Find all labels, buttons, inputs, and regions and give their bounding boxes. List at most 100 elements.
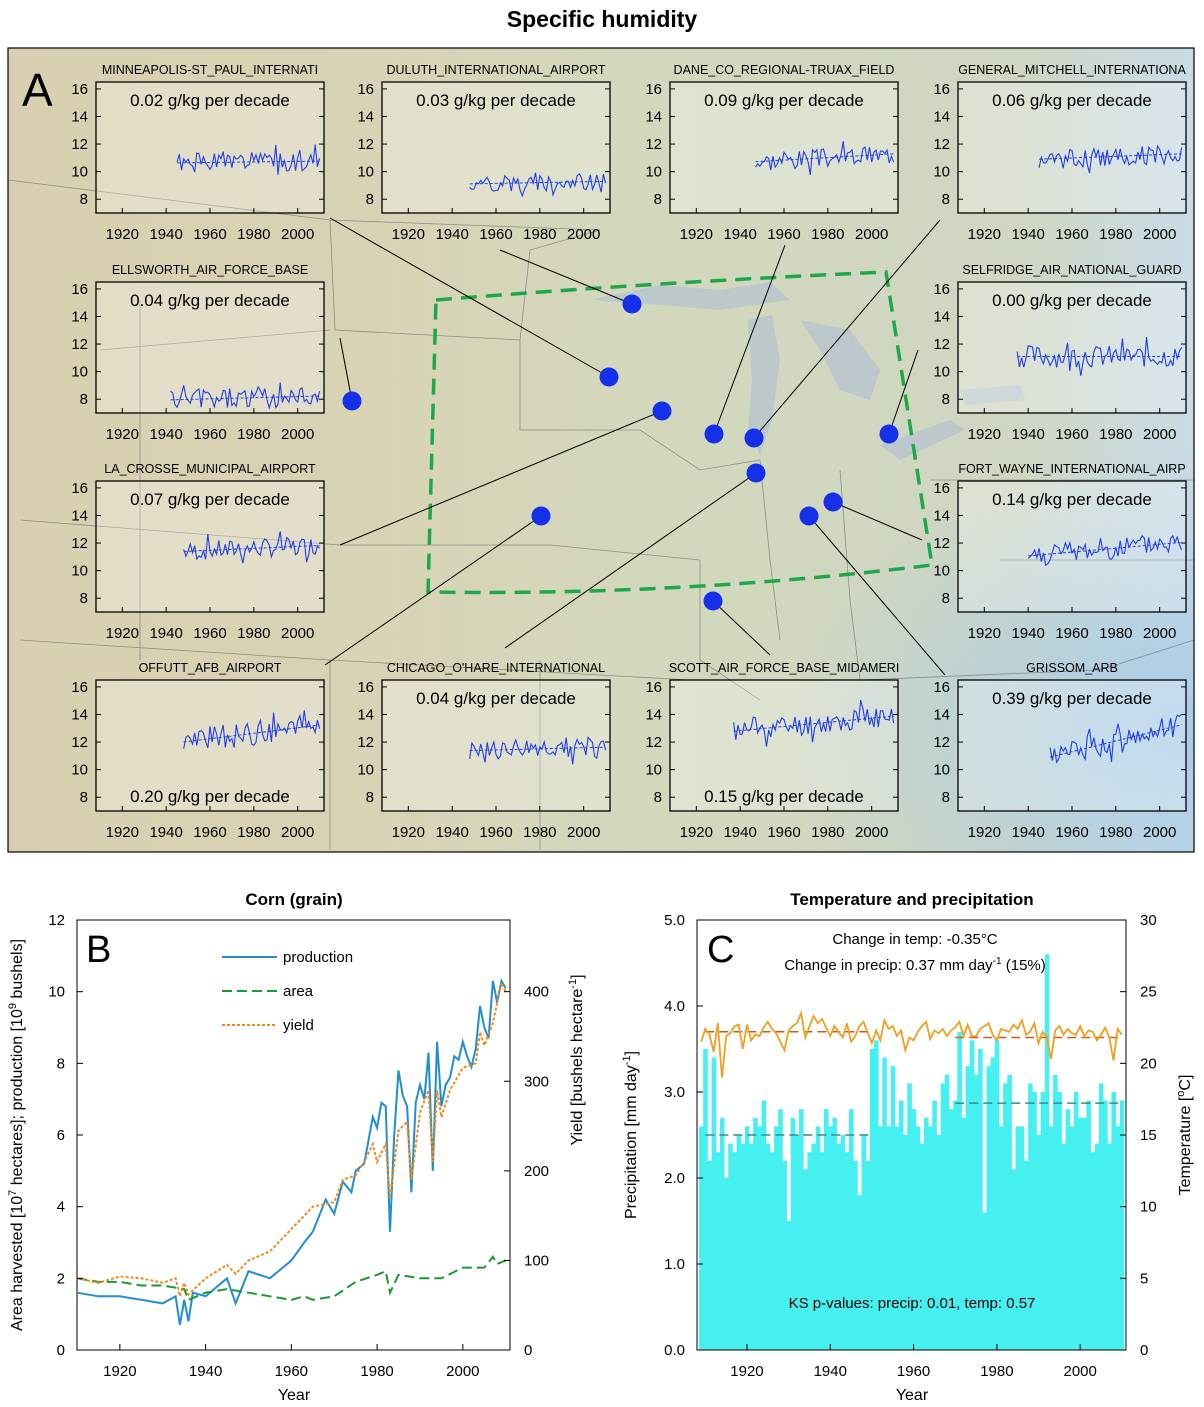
precip-bar (765, 1143, 771, 1350)
y-tick-label: 10 (357, 164, 374, 181)
station-name: LA_CROSSE_MUNICIPAL_AIRPORT (104, 462, 316, 476)
station-connector (712, 600, 771, 656)
y-tick-label-right: 0 (1140, 1342, 1148, 1359)
y-tick-label: 8 (654, 789, 662, 806)
precip-bar (903, 1135, 908, 1350)
x-tick-label: 2000 (1143, 426, 1176, 443)
panel-b-plot (76, 978, 507, 1326)
x-tick-label: 1980 (237, 226, 270, 243)
precip-change-annotation: Change in precip: 0.37 mm day-1 (15%) (784, 956, 1046, 974)
x-tick-label: 1920 (106, 824, 139, 841)
x-tick-label: 1980 (523, 824, 556, 841)
y-tick-label: 14 (933, 308, 950, 325)
station-series (176, 144, 321, 175)
trend-line (469, 180, 606, 185)
station-series (469, 736, 607, 765)
trend-label: 0.09 g/kg per decade (704, 91, 864, 110)
y-tick-label: 16 (71, 281, 88, 298)
x-tick-label: 2000 (567, 824, 600, 841)
x-tick-label: 1940 (1011, 824, 1044, 841)
y-tick-label: 2.0 (664, 1170, 685, 1187)
station-name: GRISSOM_ARB (1026, 661, 1118, 675)
precip-bar (719, 1117, 725, 1350)
y-tick-label: 12 (48, 912, 65, 929)
precip-bar (994, 1040, 1000, 1350)
precip-bar (911, 1109, 917, 1350)
legend-label-yield: yield (283, 1017, 314, 1034)
y-tick-label: 14 (357, 108, 374, 125)
y-tick-label: 12 (71, 734, 88, 751)
y-tick-label: 14 (71, 706, 88, 723)
precip-bar (940, 1083, 946, 1350)
precip-bar (899, 1100, 904, 1350)
y-tick-label: 8 (80, 391, 88, 408)
precip-bar (753, 1117, 758, 1350)
x-tick-label: 1940 (1011, 426, 1044, 443)
x-tick-label: 1960 (193, 824, 226, 841)
y-tick-label: 14 (71, 108, 88, 125)
inset-frame (95, 81, 325, 214)
panel-c: Temperature and precipitation 0.0 1.0 2.0 3… (621, 890, 1194, 1404)
panel-c-axes: 0.0 1.0 2.0 3.0 4.0 5.0 0 5 10 15 20 25 30 1920 1940 19… (664, 912, 1157, 1380)
y-tick-label: 10 (645, 762, 662, 779)
y-tick-label-right: 200 (524, 1163, 549, 1180)
precip-bar (794, 1135, 800, 1350)
panel-b: Corn (grain) B 0 2 4 6 8 10 12 0 100 200 300 400 192… (7, 890, 586, 1404)
x-tick-label: 2000 (855, 226, 888, 243)
inset-frame (669, 81, 899, 214)
station-connector (713, 244, 786, 435)
x-tick-label: 1960 (275, 1363, 308, 1380)
y-tick-label: 12 (645, 734, 662, 751)
y-tick-label: 5.0 (664, 912, 685, 929)
precip-bar (740, 1143, 746, 1350)
y-tick-label-right: 100 (524, 1252, 549, 1269)
x-tick-label: 1960 (479, 226, 512, 243)
y-tick-label: 16 (357, 81, 374, 98)
trend-line (733, 715, 894, 732)
y-tick-label: 16 (933, 480, 950, 497)
y-tick-label-right: 300 (524, 1073, 549, 1090)
y-tick-label: 10 (357, 762, 374, 779)
panel-b-ylabel-left: Area harvested [107 hectares]; productio… (7, 939, 26, 1331)
station-connector (808, 515, 946, 676)
trend-line (755, 153, 894, 163)
precip-bar (953, 1100, 958, 1350)
precip-bar (1078, 1117, 1083, 1350)
trend-line (183, 544, 320, 552)
precip-bar (1069, 1126, 1075, 1350)
panel-b-title: Corn (grain) (245, 890, 342, 909)
figure-title: Specific humidity (507, 6, 698, 32)
station-series (183, 710, 321, 749)
precip-bar (1011, 1169, 1017, 1350)
precip-bar (1103, 1100, 1108, 1350)
precip-bar (882, 1057, 887, 1350)
precip-bar (744, 1126, 750, 1350)
precip-bar (703, 1049, 708, 1350)
precip-bar (1061, 1143, 1066, 1350)
x-tick-label: 2000 (281, 824, 314, 841)
precip-bar (844, 1152, 850, 1350)
precip-bar (1082, 1117, 1087, 1350)
precip-bar (1073, 1092, 1079, 1350)
y-tick-label: 0 (57, 1342, 65, 1359)
precip-bar (1057, 1092, 1062, 1350)
trend-label: 0.04 g/kg per decade (416, 689, 576, 708)
trend-line (1049, 724, 1182, 758)
trend-label: 0.15 g/kg per decade (704, 787, 864, 806)
station-connector (832, 501, 923, 541)
y-tick-label: 14 (71, 507, 88, 524)
precip-bar (803, 1169, 808, 1350)
y-tick-label: 14 (645, 108, 662, 125)
series-area (76, 1255, 507, 1302)
precip-bar (986, 1066, 992, 1350)
y-tick-label: 16 (645, 679, 662, 696)
station-markers (342, 294, 899, 611)
precip-bar (936, 1135, 942, 1350)
station-marker (342, 391, 362, 411)
station-series (1049, 714, 1182, 764)
panel-a: MINNEAPOLIS-ST_PAUL_INTERNATI 16 14 12 10 8 19… (7, 47, 1195, 853)
x-tick-label: 1920 (680, 824, 713, 841)
station-inset: OFFUTT_AFB_AIRPORT 16 14 12 10 8 1920 1940 1960 1… (71, 661, 325, 841)
y-tick-label: 16 (933, 679, 950, 696)
state-borders (7, 179, 1195, 850)
